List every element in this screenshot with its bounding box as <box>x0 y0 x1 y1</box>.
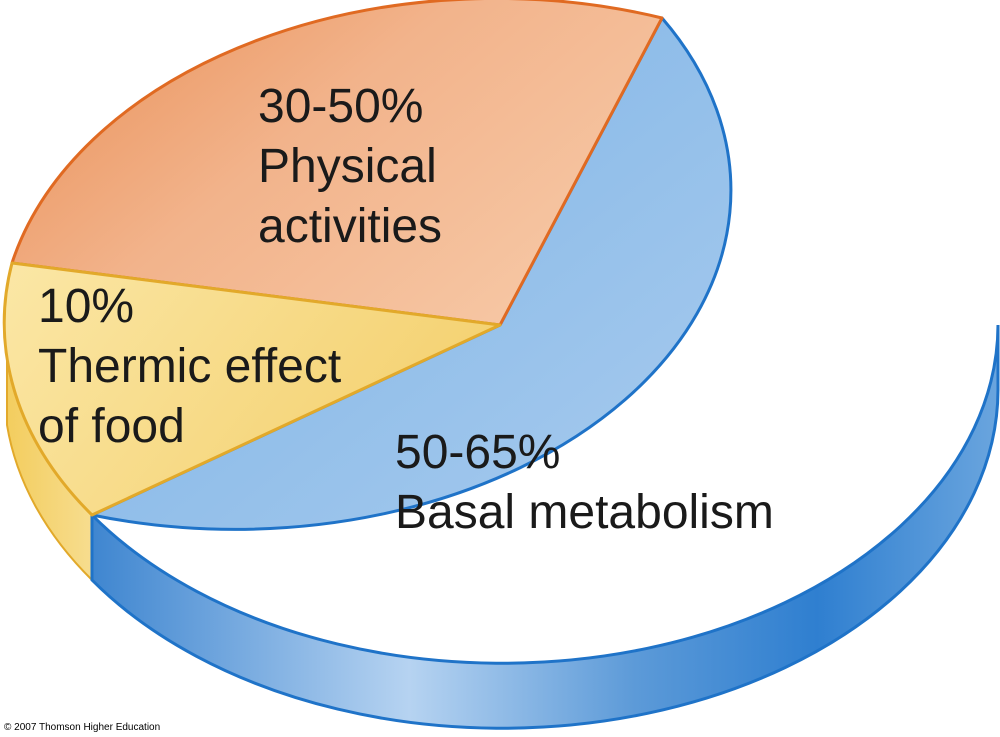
label-physical-line-3: activities <box>258 200 442 253</box>
label-physical: 30-50% Physical activities <box>258 80 450 253</box>
slice-basal <box>90 16 733 531</box>
label-thermic-line-3: of food <box>38 400 185 453</box>
label-thermic: 10% Thermic effect of food <box>38 280 355 453</box>
copyright-notice: © 2007 Thomson Higher Education <box>4 722 161 733</box>
slice-side-basal <box>90 324 1000 730</box>
label-basal-line-2: Basal metabolism <box>395 486 774 539</box>
label-thermic-line-2: Thermic effect <box>38 340 341 393</box>
label-basal-line-1: 50-65% <box>395 426 560 479</box>
label-thermic-line-1: 10% <box>38 280 134 333</box>
label-physical-line-2: Physical <box>258 140 437 193</box>
label-physical-line-1: 30-50% <box>258 80 423 133</box>
label-basal: 50-65% Basal metabolism <box>395 426 774 539</box>
slice-thermic <box>2 261 502 517</box>
slice-physical <box>10 0 664 327</box>
